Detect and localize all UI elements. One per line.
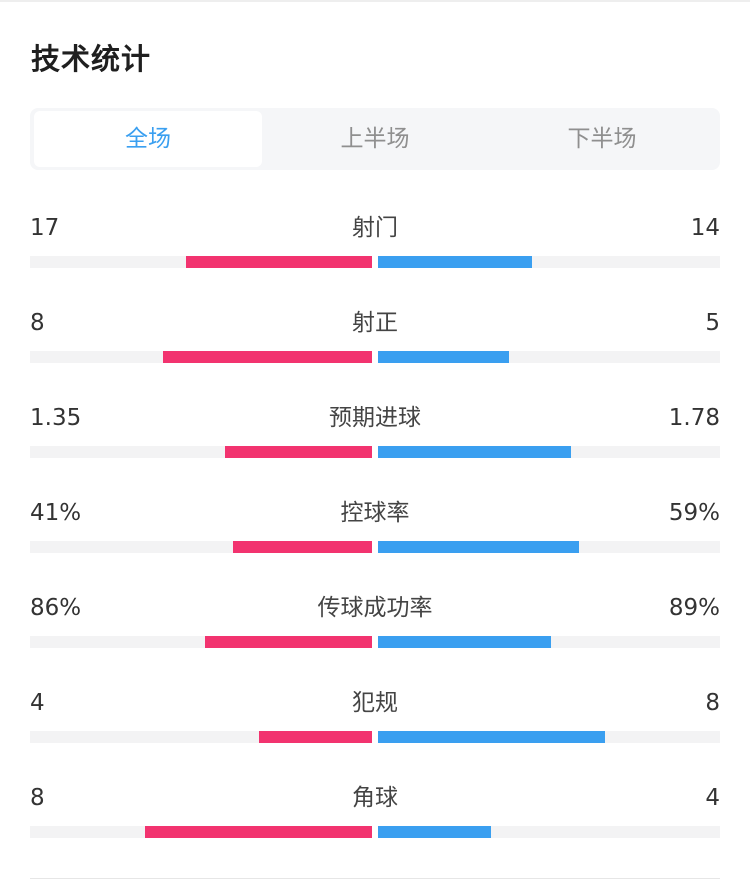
stat-row-shots: 17 射门 14 xyxy=(30,212,720,292)
top-divider xyxy=(0,0,750,2)
stat-row-corners: 8 角球 4 xyxy=(30,782,720,862)
stat-label: 角球 xyxy=(352,785,398,811)
away-bar xyxy=(378,256,532,268)
period-tabs: 全场 上半场 下半场 xyxy=(30,108,720,170)
home-bar-track xyxy=(30,351,372,363)
home-bar-track xyxy=(30,541,372,553)
away-bar-track xyxy=(378,731,720,743)
stat-row-possession: 41% 控球率 59% xyxy=(30,497,720,577)
home-bar-track xyxy=(30,256,372,268)
away-bar xyxy=(378,541,579,553)
home-bar xyxy=(259,731,372,743)
stat-row-pass-accuracy: 86% 传球成功率 89% xyxy=(30,592,720,672)
away-bar-track xyxy=(378,636,720,648)
away-bar-track xyxy=(378,541,720,553)
away-value: 8 xyxy=(705,690,720,716)
away-bar-track xyxy=(378,446,720,458)
home-bar xyxy=(163,351,372,363)
stat-row-fouls: 4 犯规 8 xyxy=(30,687,720,767)
away-value: 14 xyxy=(690,215,720,241)
home-bar-track xyxy=(30,731,372,743)
away-bar-track xyxy=(378,256,720,268)
home-bar xyxy=(145,826,372,838)
home-value: 4 xyxy=(30,690,45,716)
home-bar-track xyxy=(30,636,372,648)
home-value: 17 xyxy=(30,215,60,241)
home-bar-track xyxy=(30,446,372,458)
away-bar xyxy=(378,636,551,648)
away-bar xyxy=(378,826,491,838)
home-bar xyxy=(225,446,372,458)
home-value: 8 xyxy=(30,785,45,811)
home-value: 86% xyxy=(30,595,82,621)
home-bar xyxy=(186,256,372,268)
away-value: 59% xyxy=(668,500,720,526)
tab-first-half[interactable]: 上半场 xyxy=(340,126,410,152)
tab-full-match[interactable]: 全场 xyxy=(34,111,262,167)
away-bar xyxy=(378,446,571,458)
home-value: 1.35 xyxy=(30,405,82,431)
away-value: 89% xyxy=(668,595,720,621)
away-bar xyxy=(378,351,509,363)
home-value: 41% xyxy=(30,500,82,526)
away-value: 1.78 xyxy=(668,405,720,431)
away-bar-track xyxy=(378,351,720,363)
stat-label: 控球率 xyxy=(340,500,410,526)
home-bar-track xyxy=(30,826,372,838)
stat-label: 射门 xyxy=(352,215,398,241)
section-title: 技术统计 xyxy=(31,42,152,76)
away-bar-track xyxy=(378,826,720,838)
away-bar xyxy=(378,731,605,743)
stat-label: 射正 xyxy=(352,310,398,336)
stat-label: 预期进球 xyxy=(329,405,421,431)
away-value: 5 xyxy=(705,310,720,336)
away-value: 4 xyxy=(705,785,720,811)
stat-row-shots-on-target: 8 射正 5 xyxy=(30,307,720,387)
bottom-divider xyxy=(30,878,720,879)
home-bar xyxy=(205,636,372,648)
stat-label: 传球成功率 xyxy=(317,595,433,621)
tab-second-half[interactable]: 下半场 xyxy=(567,126,637,152)
stat-row-expected-goals: 1.35 预期进球 1.78 xyxy=(30,402,720,482)
home-value: 8 xyxy=(30,310,45,336)
stat-label: 犯规 xyxy=(352,690,398,716)
home-bar xyxy=(233,541,372,553)
